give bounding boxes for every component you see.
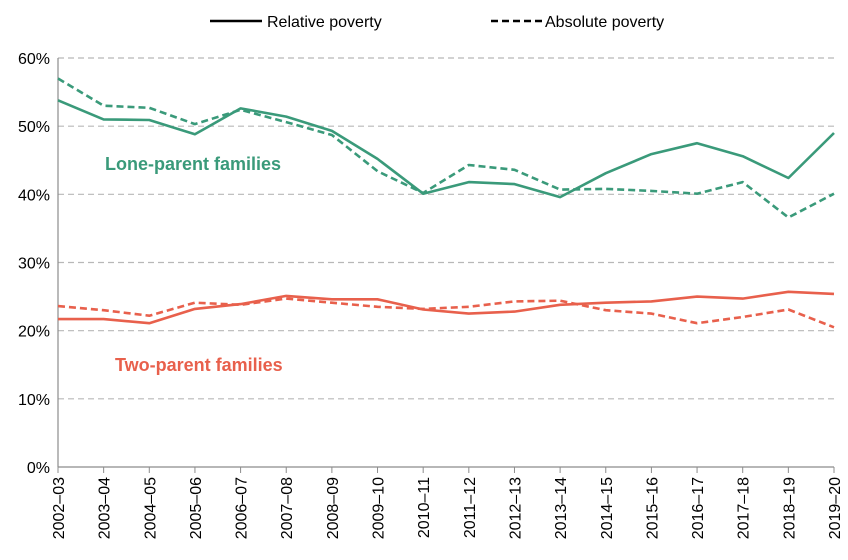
annotations: Lone-parent families Two-parent families	[105, 154, 283, 375]
x-tick-label: 2006–07	[234, 477, 251, 539]
legend-label-relative: Relative poverty	[267, 14, 382, 31]
y-axis-ticks: 0% 10% 20% 30% 40% 50% 60%	[18, 51, 50, 477]
legend: Relative poverty Absolute poverty	[210, 14, 664, 31]
series-line-lone-parent-familiesrelative-poverty	[57, 99, 835, 199]
y-tick-label: 30%	[18, 256, 50, 273]
x-tick-label: 2016–17	[690, 477, 707, 539]
x-axis-ticks: 2002–03 2003–04 2004–05 2005–06 2006–07 2007–…	[51, 467, 844, 539]
x-tick-label: 2004–05	[142, 477, 159, 539]
x-tick-label: 2015–16	[644, 477, 661, 539]
annotation-two-parent: Two-parent families	[115, 355, 283, 375]
x-tick-label: 2009–10	[371, 477, 388, 539]
x-tick-label: 2003–04	[97, 477, 114, 539]
x-tick-label: 2005–06	[188, 477, 205, 539]
x-tick-label: 2008–09	[325, 477, 342, 539]
axes	[57, 58, 834, 468]
y-tick-label: 50%	[18, 119, 50, 136]
gridlines	[58, 57, 834, 400]
y-tick-label: 20%	[18, 324, 50, 341]
x-tick-label: 2018–19	[781, 477, 798, 539]
y-tick-label: 60%	[18, 51, 50, 68]
x-tick-label: 2011–12	[462, 477, 479, 538]
x-tick-label: 2019–20	[827, 477, 844, 539]
x-tick-label: 2017–18	[736, 477, 753, 539]
y-tick-label: 0%	[27, 460, 50, 477]
series-lines	[57, 77, 835, 329]
x-tick-label: 2002–03	[51, 477, 68, 539]
legend-label-absolute: Absolute poverty	[545, 14, 664, 31]
annotation-lone-parent: Lone-parent families	[105, 154, 281, 174]
x-tick-label: 2013–14	[553, 477, 570, 539]
series-line-two-parent-familiesrelative-poverty	[58, 290, 835, 325]
y-tick-label: 40%	[18, 187, 50, 204]
x-tick-label: 2007–08	[279, 477, 296, 539]
x-tick-label: 2010–11	[416, 477, 433, 538]
series-line-two-parent-familiesabsolute-poverty	[57, 297, 835, 329]
y-tick-label: 10%	[18, 392, 50, 409]
x-tick-label: 2012–13	[507, 477, 524, 539]
x-tick-label: 2014–15	[599, 477, 616, 539]
